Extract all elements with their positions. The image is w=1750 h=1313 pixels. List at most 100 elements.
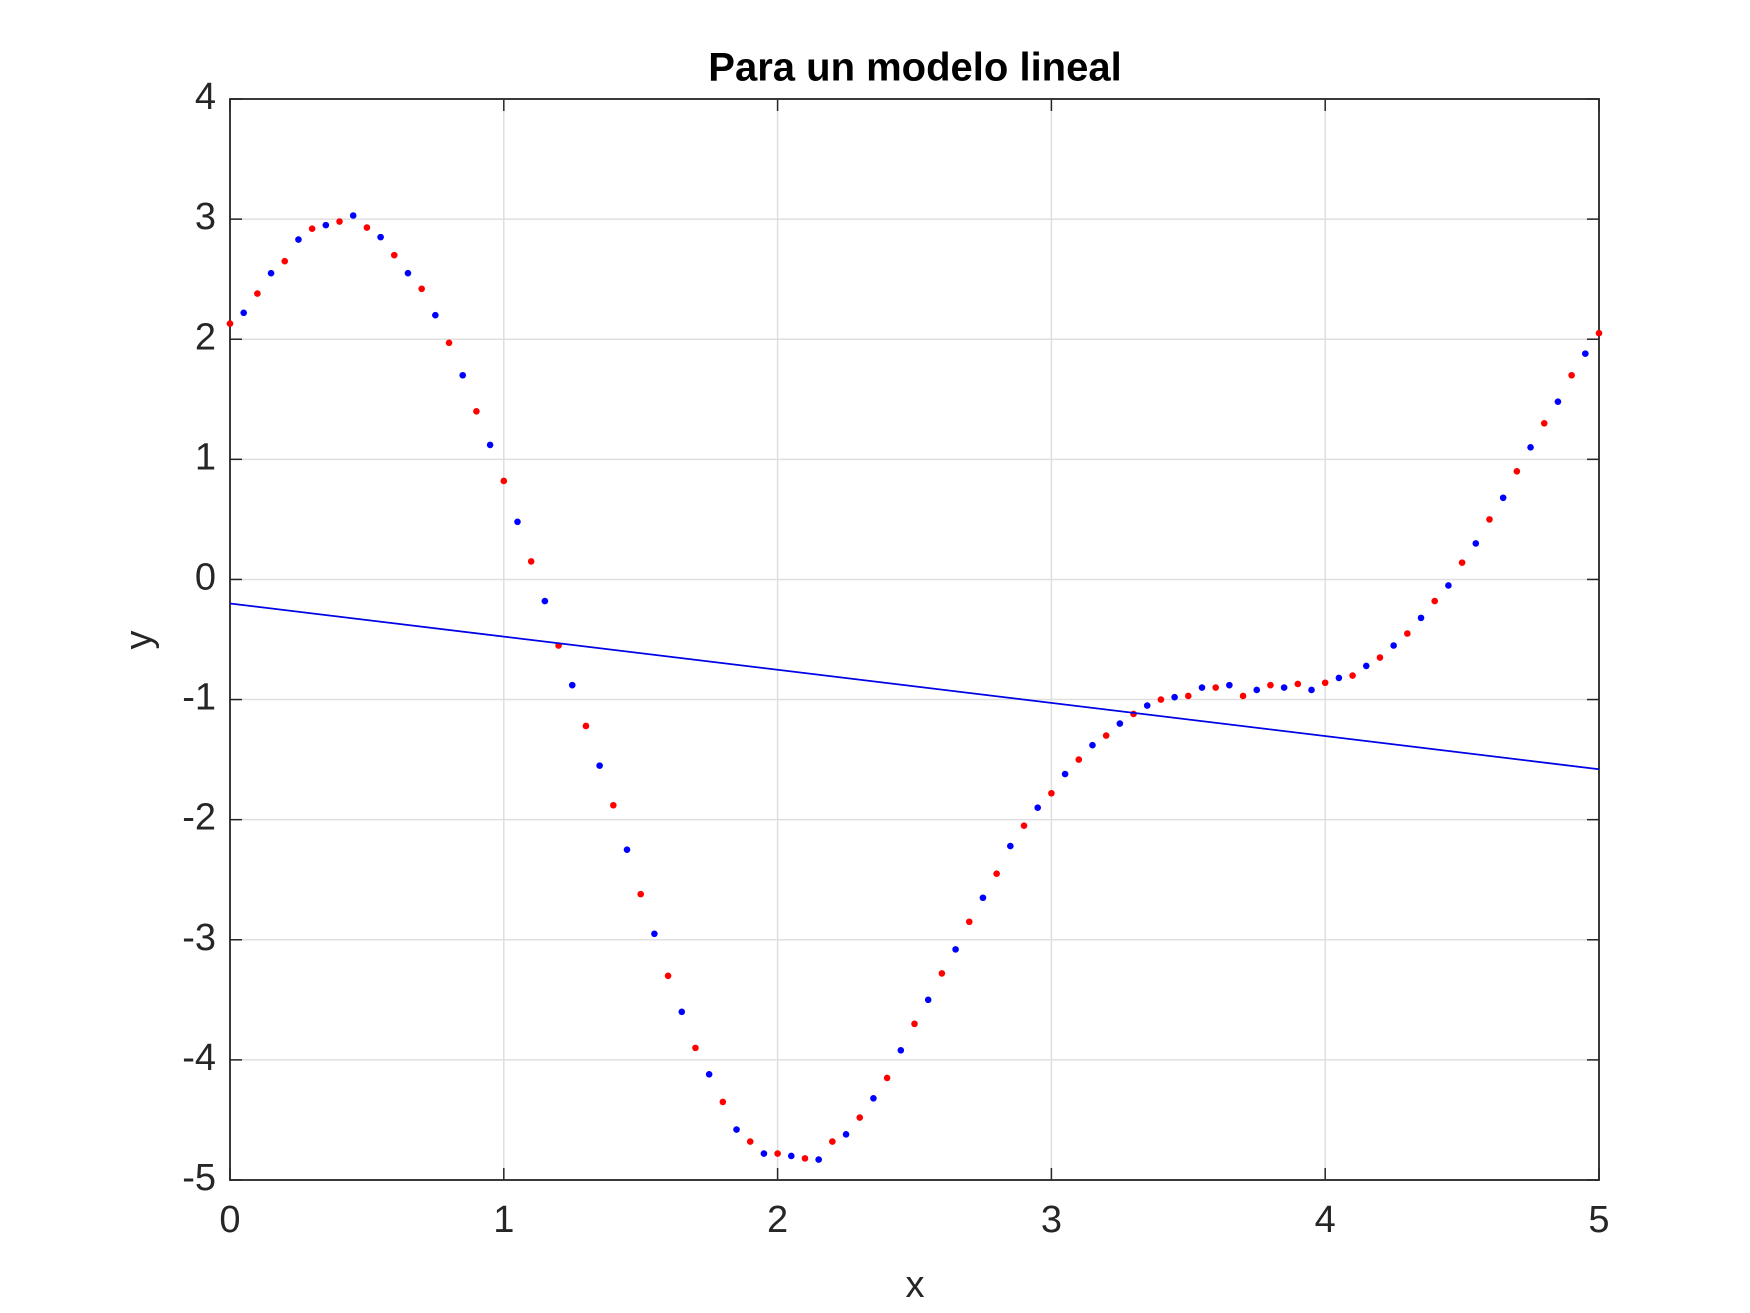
data-point xyxy=(815,1156,822,1163)
data-point xyxy=(1472,540,1480,547)
data-point xyxy=(1362,662,1370,670)
data-point xyxy=(1513,468,1521,475)
data-point xyxy=(719,1098,727,1106)
x-tick-label: 5 xyxy=(1588,1199,1609,1241)
data-point xyxy=(1321,679,1329,687)
data-point xyxy=(924,996,932,1004)
data-point xyxy=(692,1044,699,1052)
y-tick-label: -2 xyxy=(182,797,216,839)
data-point xyxy=(1308,686,1315,694)
data-point xyxy=(1185,692,1192,700)
data-point xyxy=(1582,350,1589,357)
data-point xyxy=(938,970,946,977)
data-point xyxy=(952,946,959,953)
data-point xyxy=(637,890,644,898)
data-point xyxy=(500,477,508,485)
data-point xyxy=(1458,559,1466,566)
data-point xyxy=(1007,842,1014,850)
y-tick-label: 0 xyxy=(195,556,216,598)
y-tick-label: 3 xyxy=(195,196,216,238)
data-point xyxy=(1198,684,1206,691)
data-point xyxy=(1349,672,1356,679)
data-point xyxy=(774,1150,781,1157)
data-point xyxy=(965,918,973,926)
y-tick-label: 1 xyxy=(195,436,216,478)
plot-area xyxy=(230,99,1599,1180)
data-point xyxy=(1595,329,1603,337)
data-point xyxy=(267,269,275,277)
x-tick-label: 3 xyxy=(1041,1199,1062,1241)
data-point xyxy=(664,972,672,980)
x-tick-label: 0 xyxy=(219,1199,240,1241)
data-point xyxy=(459,371,467,379)
data-point xyxy=(541,597,549,605)
data-point xyxy=(295,236,302,243)
data-point xyxy=(336,218,343,225)
data-point xyxy=(1226,681,1233,689)
data-point xyxy=(801,1155,809,1162)
data-point xyxy=(1390,642,1397,649)
data-point xyxy=(1554,398,1562,405)
data-point xyxy=(1280,684,1288,691)
data-point xyxy=(527,558,535,565)
data-point xyxy=(254,290,261,297)
data-point xyxy=(1486,516,1493,523)
data-point xyxy=(486,441,494,449)
data-point xyxy=(897,1046,905,1054)
data-point xyxy=(856,1114,864,1121)
data-point xyxy=(1075,756,1083,763)
x-tick-label: 1 xyxy=(493,1199,514,1241)
data-point xyxy=(514,518,521,526)
data-point xyxy=(418,285,425,293)
data-point xyxy=(281,257,289,265)
data-point xyxy=(1253,686,1261,694)
data-point xyxy=(1376,654,1384,661)
data-point xyxy=(1061,770,1069,778)
data-point xyxy=(404,269,412,277)
data-point xyxy=(911,1020,918,1028)
data-point xyxy=(1143,702,1151,709)
data-point xyxy=(1212,684,1219,691)
data-point xyxy=(322,221,330,229)
data-point xyxy=(390,251,398,259)
data-point xyxy=(1540,420,1548,427)
data-point xyxy=(1445,582,1452,589)
data-point xyxy=(432,311,439,319)
data-point xyxy=(1568,371,1575,379)
data-point xyxy=(979,894,987,902)
data-point xyxy=(760,1150,768,1157)
data-point xyxy=(746,1138,754,1145)
data-point xyxy=(1034,804,1042,811)
data-point xyxy=(240,309,247,317)
data-point xyxy=(473,407,480,415)
data-point xyxy=(226,320,234,327)
data-point xyxy=(1527,444,1534,451)
y-tick-label: 2 xyxy=(195,316,216,358)
data-point xyxy=(623,846,631,853)
data-point xyxy=(870,1095,877,1102)
data-point xyxy=(842,1131,850,1138)
data-point xyxy=(1431,597,1439,605)
data-point xyxy=(733,1126,740,1133)
data-point xyxy=(829,1138,836,1145)
data-point xyxy=(377,233,384,241)
x-tick-label: 2 xyxy=(767,1199,788,1241)
data-point xyxy=(582,722,590,730)
chart-title: Para un modelo lineal xyxy=(708,46,1121,90)
data-point xyxy=(651,930,658,938)
data-point xyxy=(308,225,316,233)
data-point xyxy=(705,1071,713,1078)
data-point xyxy=(993,870,1000,878)
data-point xyxy=(1499,494,1507,502)
data-point xyxy=(1171,693,1178,701)
data-point xyxy=(1157,696,1165,703)
y-tick-label: -3 xyxy=(182,917,216,959)
y-axis-label: y xyxy=(118,631,160,650)
data-point xyxy=(1404,630,1411,637)
data-point xyxy=(1335,674,1343,682)
data-point xyxy=(1048,789,1055,797)
x-axis-label: x xyxy=(906,1264,925,1306)
data-point xyxy=(1417,614,1425,622)
